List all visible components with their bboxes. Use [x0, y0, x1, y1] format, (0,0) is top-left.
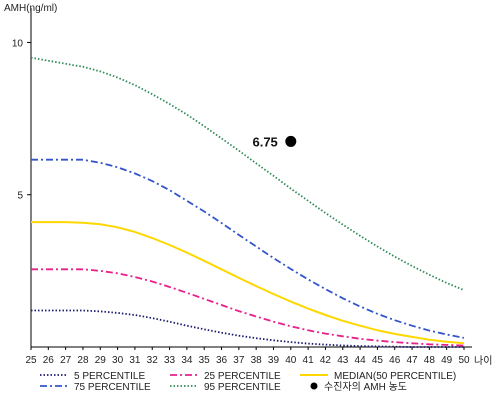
x-tick-label: 35: [199, 355, 211, 366]
patient-value-label: 6.75: [252, 134, 277, 149]
x-tick-label: 33: [164, 355, 176, 366]
legend-label-2: MEDIAN(50 PERCENTILE): [334, 371, 456, 382]
x-tick-label: 47: [406, 355, 418, 366]
legend-label-0: 5 PERCENTILE: [74, 371, 145, 382]
x-tick-label: 32: [147, 355, 159, 366]
legend-label-4: 95 PERCENTILE: [204, 382, 281, 393]
axes: AMH(ng/ml) 5 10 25 26 27 28 29 30 31 32 33 34 35 36 37 3…: [4, 3, 492, 367]
x-tick-label: 38: [251, 355, 263, 366]
patient-point: 6.75: [252, 134, 297, 149]
series-line-2: [31, 221, 465, 345]
x-tick-label: 43: [337, 355, 349, 366]
x-tick-label: 44: [355, 355, 367, 366]
y-axis-label: AMH(ng/ml): [4, 3, 57, 14]
x-tick-label: 37: [233, 355, 245, 366]
x-tick-label: 31: [129, 355, 141, 366]
y-tick-label: 10: [12, 38, 24, 49]
x-tick-label: 36: [216, 355, 228, 366]
patient-marker: [285, 135, 297, 147]
y-tick-label: 5: [17, 191, 23, 202]
legend-label-3: 75 PERCENTILE: [74, 382, 151, 393]
x-tick-label: 28: [77, 355, 89, 366]
x-tick-label: 27: [60, 355, 72, 366]
series-line-3: [31, 158, 465, 339]
x-tick-label: 25: [25, 355, 37, 366]
series-line-1: [31, 268, 465, 347]
x-tick-label: 30: [112, 355, 124, 366]
x-tick-label: 40: [285, 355, 297, 366]
legend-label-1: 25 PERCENTILE: [204, 371, 281, 382]
x-axis-label: 나이: [474, 355, 492, 367]
x-tick-label: 42: [320, 355, 332, 366]
legend: 5 PERCENTILE 25 PERCENTILE MEDIAN(50 PERCE…: [40, 371, 456, 393]
x-tick-label: 49: [441, 355, 453, 366]
x-tick-label: 50: [458, 355, 470, 366]
legend-label-patient: 수진자의 AMH 농도: [324, 381, 407, 393]
x-tick-label: 48: [424, 355, 436, 366]
x-tick-label: 41: [303, 355, 315, 366]
series-lines: [30, 56, 465, 348]
x-tick-label: 39: [268, 355, 280, 366]
series-line-4: [30, 56, 465, 291]
x-tick-label: 34: [181, 355, 193, 366]
x-tick-label: 29: [95, 355, 107, 366]
x-tick-label: 26: [43, 355, 55, 366]
legend-swatch-patient: [310, 382, 318, 390]
x-tick-label: 46: [389, 355, 401, 366]
x-tick-label: 45: [372, 355, 384, 366]
